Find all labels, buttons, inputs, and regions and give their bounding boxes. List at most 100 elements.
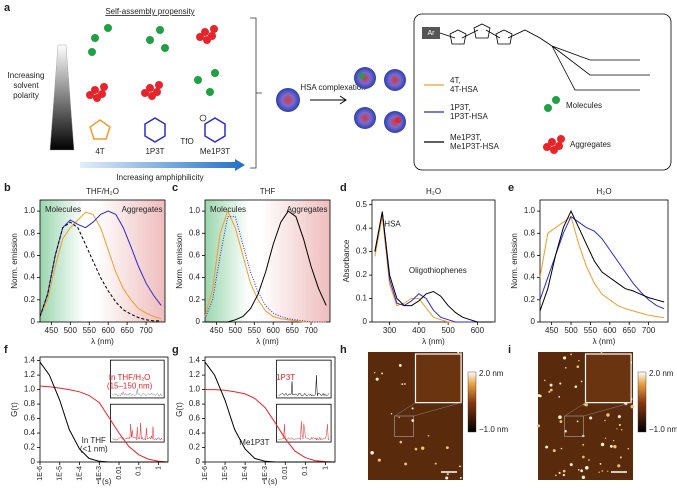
y-tick-label: 1.0 bbox=[189, 206, 201, 215]
compound-label: 4T bbox=[95, 147, 104, 156]
panel-label: c bbox=[172, 182, 178, 194]
x-tick-label: 1E-5 bbox=[222, 466, 229, 481]
y-tick-label: 0.6 bbox=[24, 251, 36, 260]
afm-particle bbox=[612, 439, 615, 442]
afm-particle bbox=[609, 444, 613, 448]
plot-frame bbox=[371, 199, 496, 323]
afm-particle bbox=[581, 475, 586, 480]
x-tick-label: 300 bbox=[383, 326, 397, 335]
afm-particle bbox=[580, 380, 583, 383]
plot-frame bbox=[204, 199, 331, 323]
y-tick-label: 0 bbox=[196, 317, 201, 326]
series-line bbox=[39, 361, 168, 463]
panel-label: d bbox=[340, 182, 347, 194]
x-tick-label: 1 bbox=[322, 466, 329, 470]
afm-particle bbox=[620, 429, 623, 431]
annotation: HSA bbox=[384, 220, 401, 229]
afm-particle bbox=[373, 371, 376, 374]
afm-particle bbox=[613, 444, 617, 449]
afm-particle bbox=[617, 464, 621, 468]
x-axis-label: τ (s) bbox=[97, 477, 112, 486]
afm-particle bbox=[548, 390, 551, 393]
x-tick-label: 500 bbox=[564, 326, 578, 335]
amphiphilicity-arrow bbox=[80, 159, 245, 171]
y-tick-label: 0.6 bbox=[189, 251, 201, 260]
substituent-label: Ar bbox=[428, 30, 436, 37]
series-line bbox=[205, 389, 336, 463]
series-line bbox=[39, 221, 162, 322]
afm-particle bbox=[549, 388, 553, 392]
legend-label: Me1P3T-HSA bbox=[450, 142, 500, 151]
molecules-region bbox=[205, 200, 249, 322]
afm-particle bbox=[578, 359, 580, 362]
chart-title: THF bbox=[260, 187, 276, 196]
afm-particle bbox=[600, 351, 603, 354]
panel-label: f bbox=[4, 344, 8, 356]
structure-ring bbox=[449, 29, 467, 45]
y-tick-label: 0.2 bbox=[356, 270, 368, 279]
y-tick-label: 0.4 bbox=[24, 273, 36, 282]
counterion-label: TfO bbox=[180, 137, 193, 146]
x-tick-label: 650 bbox=[623, 326, 637, 335]
compound-label: 1P3T bbox=[145, 147, 164, 156]
annotation: Aggregates bbox=[287, 205, 328, 214]
afm-particle bbox=[585, 466, 589, 470]
afm-particle bbox=[578, 469, 580, 471]
y-tick-label: 0.6 bbox=[189, 414, 201, 423]
bracket bbox=[250, 17, 262, 169]
polarity-label: Increasing bbox=[8, 71, 45, 80]
afm-particle bbox=[558, 395, 561, 398]
x-tick-label: 550 bbox=[248, 326, 262, 335]
afm-particle bbox=[589, 416, 593, 420]
afm-particle bbox=[559, 420, 563, 423]
afm-particle bbox=[375, 377, 379, 381]
afm-zoom-box bbox=[394, 415, 414, 437]
y-axis-label: G(τ) bbox=[10, 402, 19, 417]
y-tick-label: 0.6 bbox=[24, 414, 36, 423]
y-axis-label: Norm. emission bbox=[510, 233, 519, 289]
afm-particle bbox=[599, 463, 602, 465]
afm-particle bbox=[619, 456, 622, 459]
y-tick-label: 0.5 bbox=[356, 200, 368, 209]
series-line bbox=[204, 361, 335, 463]
panel-label: b bbox=[4, 182, 11, 194]
afm-particle bbox=[536, 424, 541, 428]
polarity-label: polarity bbox=[13, 91, 39, 100]
afm-particle bbox=[555, 474, 557, 477]
afm-particle bbox=[584, 403, 588, 407]
x-tick-label: 1E-3 bbox=[96, 466, 103, 481]
afm-particle bbox=[562, 469, 566, 473]
y-tick-label: 1.4 bbox=[189, 356, 201, 365]
afm-particle bbox=[445, 446, 449, 450]
schematic-title: Self-assembly propensity bbox=[105, 7, 194, 16]
series-line bbox=[205, 210, 327, 323]
x-axis-label: τ (s) bbox=[263, 477, 278, 486]
inset-frame bbox=[276, 403, 332, 443]
polarity-gradient bbox=[49, 44, 75, 151]
afm-particle bbox=[420, 446, 425, 450]
series-line bbox=[539, 209, 665, 312]
afm-particle bbox=[445, 476, 449, 480]
afm-particle bbox=[582, 434, 585, 438]
x-tick-label: 600 bbox=[603, 326, 617, 335]
legend-label: 4T-HSA bbox=[450, 85, 479, 94]
y-tick-label: 0.8 bbox=[189, 228, 201, 237]
x-tick-label: 600 bbox=[471, 326, 485, 335]
afm-zoom-lines bbox=[394, 402, 462, 417]
inset-trace bbox=[278, 421, 330, 441]
x-tick-label: 0.1 bbox=[302, 466, 309, 476]
polarity-label: solvent bbox=[13, 81, 39, 90]
x-tick-label: 1E-6 bbox=[202, 466, 209, 481]
y-tick-label: 1.0 bbox=[24, 206, 36, 215]
panel-label: i bbox=[508, 344, 511, 356]
afm-particle bbox=[563, 356, 567, 360]
substituent-box bbox=[422, 27, 440, 39]
x-tick-label: 400 bbox=[412, 326, 426, 335]
afm-particle bbox=[580, 469, 584, 473]
panel-label: g bbox=[172, 344, 179, 356]
afm-particle bbox=[459, 476, 462, 479]
afm-particle bbox=[558, 415, 562, 419]
hsa-complex bbox=[354, 67, 376, 89]
plot-frame bbox=[539, 199, 669, 323]
